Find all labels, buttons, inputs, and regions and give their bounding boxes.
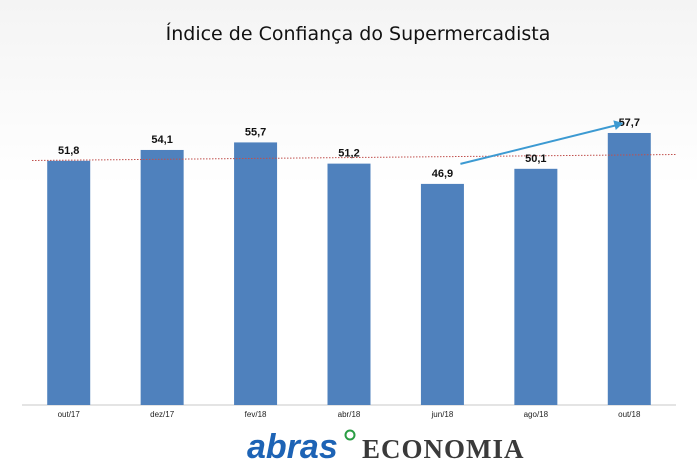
data-label: 51,8 [58, 145, 79, 157]
bar-ago-18 [514, 168, 558, 405]
trend-arrow-head-icon [613, 120, 624, 131]
bar-dez-17 [140, 149, 184, 405]
x-tick-label: out/17 [58, 410, 81, 419]
bar-out-17 [47, 160, 91, 405]
data-label: 51,2 [338, 148, 359, 160]
data-labels-group: 51,8 54,1 55,7 51,2 46,9 50,1 57,7 [58, 117, 640, 180]
logo-green-dot-icon [344, 429, 356, 441]
trend-arrow-line [460, 124, 618, 165]
bar-abr-18 [327, 163, 371, 405]
x-tick-label: dez/17 [150, 410, 175, 419]
bars-group [47, 132, 651, 405]
bar-out-18 [607, 132, 651, 405]
data-label: 50,1 [525, 153, 546, 165]
abras-logo: abras ECONOMIA [247, 428, 525, 465]
x-tick-label: fev/18 [245, 410, 267, 419]
data-label: 54,1 [151, 134, 172, 146]
x-tick-labels-group: out/17 dez/17 fev/18 abr/18 jun/18 ago/18 out/… [58, 410, 641, 419]
abras-logo-text: abras [247, 428, 338, 465]
data-label: 55,7 [245, 126, 266, 138]
bar-fev-18 [234, 142, 278, 405]
economia-logo-text: ECONOMIA [362, 434, 525, 464]
x-tick-label: jun/18 [431, 410, 454, 419]
average-reference-line [31, 154, 677, 161]
x-tick-label: ago/18 [524, 410, 549, 419]
data-label: 57,7 [619, 117, 640, 129]
x-tick-label: out/18 [618, 410, 641, 419]
data-label: 46,9 [432, 168, 453, 180]
trend-arrow [460, 120, 624, 165]
x-tick-label: abr/18 [338, 410, 361, 419]
chart-title: Índice de Confiança do Supermercadista [166, 22, 551, 45]
bar-jun-18 [420, 183, 464, 405]
